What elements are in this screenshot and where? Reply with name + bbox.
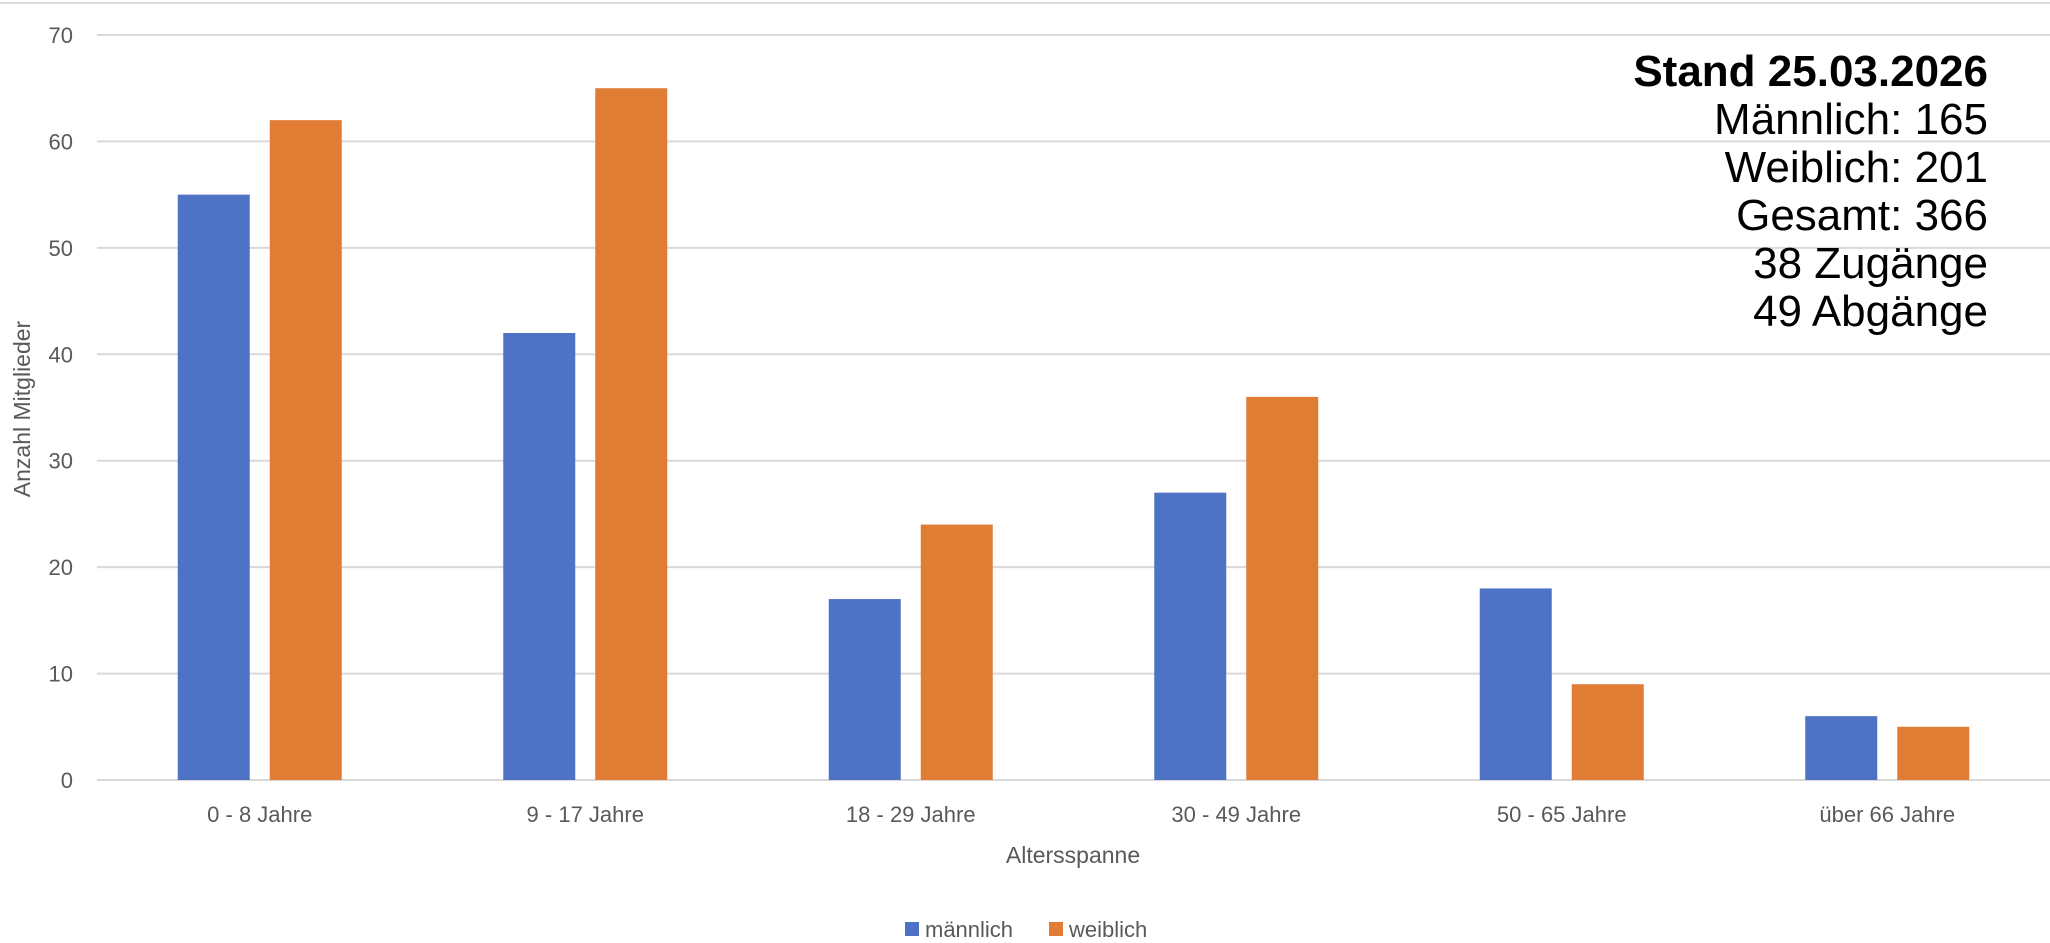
bar-weiblich	[1246, 396, 1319, 780]
annotation-line: 38 Zugänge	[1753, 239, 1988, 288]
y-axis-ticks: 0 10 20 30 40 50 60 70	[49, 23, 73, 793]
bar-männlich	[1479, 588, 1552, 780]
bar-weiblich	[595, 88, 668, 780]
legend-swatch-männlich	[905, 922, 919, 936]
annotation-line: Weiblich: 201	[1725, 143, 1988, 192]
bar-männlich	[503, 333, 576, 780]
x-tick-label: über 66 Jahre	[1819, 802, 1955, 827]
y-tick-label: 40	[49, 342, 73, 367]
annotation-line: 49 Abgänge	[1753, 287, 1988, 336]
x-tick-label: 18 - 29 Jahre	[846, 802, 976, 827]
x-tick-label: 9 - 17 Jahre	[527, 802, 644, 827]
annotation-line: Männlich: 165	[1714, 95, 1988, 144]
legend-label-männlich: männlich	[925, 917, 1013, 942]
x-tick-label: 0 - 8 Jahre	[207, 802, 312, 827]
x-tick-label: 50 - 65 Jahre	[1497, 802, 1627, 827]
x-tick-label: 30 - 49 Jahre	[1171, 802, 1301, 827]
bar-männlich	[1805, 716, 1878, 780]
y-tick-label: 20	[49, 555, 73, 580]
bar-weiblich	[269, 120, 342, 780]
bar-männlich	[828, 599, 901, 780]
gridlines	[97, 34, 2050, 781]
bars	[177, 88, 1970, 781]
y-tick-label: 60	[49, 129, 73, 154]
legend-label-weiblich: weiblich	[1068, 917, 1147, 942]
y-tick-label: 10	[49, 662, 73, 687]
annotation-box: Stand 25.03.2026 Männlich: 165Weiblich: …	[1633, 47, 1988, 336]
legend-swatch-weiblich	[1049, 922, 1063, 936]
y-tick-label: 30	[49, 449, 73, 474]
annotation-title: Stand 25.03.2026	[1633, 47, 1988, 96]
y-tick-label: 0	[61, 768, 73, 793]
x-axis-ticks: 0 - 8 Jahre 9 - 17 Jahre 18 - 29 Jahre 30 -…	[207, 802, 1955, 827]
bar-weiblich	[1897, 726, 1970, 780]
y-axis-title: Anzahl Mitglieder	[9, 320, 35, 497]
legend: männlich weiblich	[905, 917, 1147, 942]
bar-weiblich	[920, 524, 993, 780]
bar-männlich	[177, 194, 250, 781]
y-tick-label: 50	[49, 236, 73, 261]
y-tick-label: 70	[49, 23, 73, 48]
bar-männlich	[1154, 492, 1227, 780]
bar-weiblich	[1571, 684, 1644, 780]
annotation-line: Gesamt: 366	[1736, 191, 1988, 240]
x-axis-title: Altersspanne	[1006, 842, 1140, 868]
